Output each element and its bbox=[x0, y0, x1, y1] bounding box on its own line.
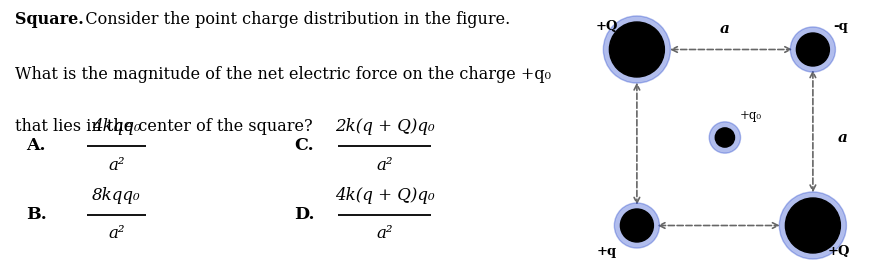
Circle shape bbox=[786, 198, 840, 253]
Text: a: a bbox=[838, 131, 848, 144]
Text: 8kqq₀: 8kqq₀ bbox=[92, 187, 141, 204]
Text: +Q: +Q bbox=[828, 245, 851, 258]
Text: C.: C. bbox=[294, 137, 314, 154]
Text: B.: B. bbox=[26, 206, 47, 223]
Text: Consider the point charge distribution in the figure.: Consider the point charge distribution i… bbox=[70, 11, 510, 28]
Circle shape bbox=[710, 122, 740, 153]
Text: -q: -q bbox=[833, 20, 848, 33]
Circle shape bbox=[796, 33, 830, 66]
Circle shape bbox=[790, 27, 836, 72]
Circle shape bbox=[614, 203, 660, 248]
Text: A.: A. bbox=[26, 137, 46, 154]
Text: a: a bbox=[720, 22, 730, 36]
Text: +q: +q bbox=[597, 245, 617, 258]
Text: 4kqq₀: 4kqq₀ bbox=[92, 118, 141, 135]
Circle shape bbox=[604, 16, 670, 83]
Text: a²: a² bbox=[109, 225, 124, 242]
Text: D.: D. bbox=[294, 206, 314, 223]
Text: a²: a² bbox=[377, 156, 392, 174]
Text: What is the magnitude of the net electric force on the charge +q₀: What is the magnitude of the net electri… bbox=[15, 66, 551, 83]
Text: Square.: Square. bbox=[15, 11, 83, 28]
Text: +q₀: +q₀ bbox=[740, 109, 762, 122]
Circle shape bbox=[716, 128, 734, 147]
Text: +Q: +Q bbox=[596, 20, 618, 33]
Text: 4k(q + Q)q₀: 4k(q + Q)q₀ bbox=[335, 187, 434, 204]
Circle shape bbox=[610, 22, 664, 77]
Circle shape bbox=[780, 192, 846, 259]
Text: a²: a² bbox=[377, 225, 392, 242]
Text: a²: a² bbox=[109, 156, 124, 174]
Text: that lies in the center of the square?: that lies in the center of the square? bbox=[15, 118, 312, 135]
Text: 2k(q + Q)q₀: 2k(q + Q)q₀ bbox=[335, 118, 434, 135]
Circle shape bbox=[620, 209, 653, 242]
